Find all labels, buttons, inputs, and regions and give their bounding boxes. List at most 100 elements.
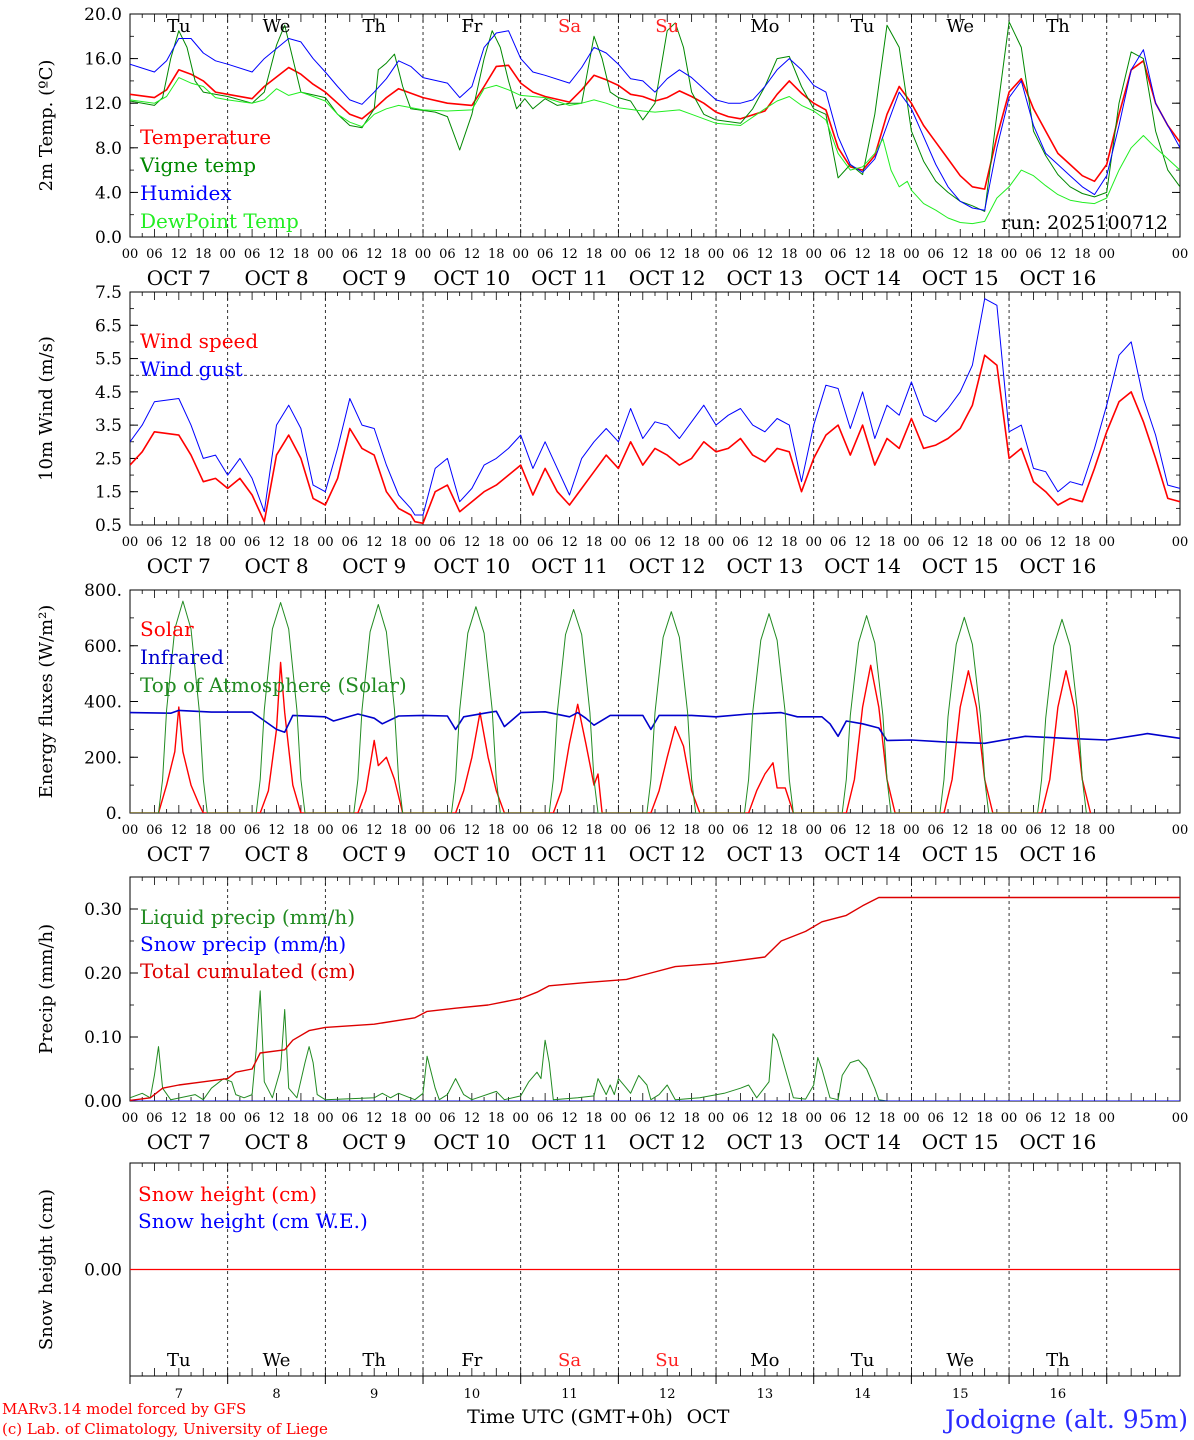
date-label: OCT 16 — [1019, 266, 1096, 290]
date-label: OCT 8 — [244, 554, 308, 578]
weekday-label: Sa — [558, 16, 581, 37]
hour-tick-label: 06 — [341, 535, 358, 550]
day-number-label: 10 — [464, 1387, 481, 1402]
y-tick-label: 2.5 — [95, 449, 122, 469]
series-line — [130, 21, 1180, 212]
date-label: OCT 8 — [244, 842, 308, 866]
hour-tick-label: 18 — [976, 535, 993, 550]
date-label: OCT 10 — [433, 1130, 510, 1154]
hour-tick-label: 00 — [1001, 1111, 1018, 1126]
hour-tick-label: 12 — [757, 535, 774, 550]
hour-tick-label: 18 — [195, 823, 212, 838]
footer-copyright-text: (c) Lab. of Climatology, University of L… — [2, 1420, 328, 1438]
hour-tick-label: 00 — [805, 247, 822, 262]
date-label: OCT 9 — [342, 554, 406, 578]
y-tick-label: 0.10 — [84, 1028, 122, 1048]
y-tick-label: 0.30 — [84, 900, 122, 920]
weekday-label: Sa — [558, 1350, 581, 1371]
hour-tick-label: 00 — [317, 1111, 334, 1126]
weekday-label: Tu — [167, 16, 191, 37]
date-label: OCT 8 — [244, 1130, 308, 1154]
hour-tick-label: 06 — [732, 247, 749, 262]
y-axis-title: 10m Wind (m/s) — [36, 336, 57, 481]
hour-tick-label: 18 — [879, 823, 896, 838]
date-label: OCT 7 — [147, 554, 211, 578]
hour-tick-label: 12 — [952, 247, 969, 262]
x-axis-title: Time UTC (GMT+0h) — [467, 1406, 673, 1428]
date-label: OCT 15 — [922, 266, 999, 290]
hour-tick-label: 06 — [146, 247, 163, 262]
weekday-label: We — [263, 1350, 291, 1371]
hour-tick-label: 06 — [1025, 1111, 1042, 1126]
date-label: OCT 13 — [726, 842, 803, 866]
series-group — [130, 600, 1180, 813]
y-tick-label: 4.5 — [95, 383, 122, 403]
hour-tick-label: 12 — [1050, 823, 1067, 838]
hour-tick-label: 00 — [1001, 247, 1018, 262]
hour-tick-label: 06 — [244, 1111, 261, 1126]
hour-tick-label: 00 — [1098, 247, 1115, 262]
day-number-label: 13 — [757, 1387, 774, 1402]
weekday-label: Tu — [851, 1350, 875, 1371]
hour-tick-label: 00 — [805, 1111, 822, 1126]
hour-tick-label: 00 — [805, 535, 822, 550]
hour-tick-label: 00 — [415, 247, 432, 262]
hour-tick-label: 12 — [464, 823, 481, 838]
hour-tick-label: 18 — [195, 1111, 212, 1126]
hour-tick-label: 00 — [805, 823, 822, 838]
hour-tick-label: 12 — [854, 1111, 871, 1126]
hour-tick-label: 18 — [586, 1111, 603, 1126]
date-label: OCT 11 — [531, 1130, 608, 1154]
hour-tick-label: 06 — [928, 1111, 945, 1126]
hour-tick-label: 12 — [366, 247, 383, 262]
hour-tick-label: 12 — [366, 1111, 383, 1126]
hour-tick-label: 00 — [1172, 535, 1189, 550]
y-tick-label: 7.5 — [95, 283, 122, 303]
weekday-label: Su — [655, 1350, 679, 1371]
hour-tick-label: 00 — [610, 823, 627, 838]
hour-tick-label: 00 — [219, 1111, 236, 1126]
hour-tick-label: 00 — [219, 823, 236, 838]
legend-entry: Vigne temp — [139, 153, 256, 177]
hour-tick-label: 00 — [1098, 823, 1115, 838]
date-label: OCT 7 — [147, 1130, 211, 1154]
series-line — [130, 600, 1087, 813]
hour-tick-label: 06 — [732, 535, 749, 550]
y-axis-title: Energy fluxes (W/m²) — [36, 605, 57, 799]
hour-tick-label: 06 — [830, 823, 847, 838]
hour-tick-label: 00 — [415, 823, 432, 838]
weekday-label: We — [263, 16, 291, 37]
y-tick-label: 200. — [84, 748, 122, 768]
date-label: OCT 13 — [726, 266, 803, 290]
y-axis-title: Snow height (cm) — [36, 1189, 57, 1350]
hour-tick-label: 12 — [268, 535, 285, 550]
hour-tick-label: 18 — [683, 247, 700, 262]
weekday-label: Fr — [461, 16, 482, 37]
hour-tick-label: 06 — [928, 535, 945, 550]
hour-tick-label: 00 — [1098, 1111, 1115, 1126]
hour-tick-label: 18 — [1074, 535, 1091, 550]
hour-tick-label: 18 — [488, 823, 505, 838]
hour-tick-label: 00 — [610, 1111, 627, 1126]
hour-tick-label: 18 — [488, 247, 505, 262]
date-label: OCT 7 — [147, 842, 211, 866]
hour-tick-label: 12 — [464, 247, 481, 262]
hour-tick-label: 18 — [390, 535, 407, 550]
hour-tick-label: 06 — [732, 823, 749, 838]
weekday-label: Th — [362, 1350, 386, 1371]
y-tick-label: 0.5 — [95, 516, 122, 536]
hour-tick-label: 06 — [341, 1111, 358, 1126]
hour-tick-label: 12 — [171, 1111, 188, 1126]
hour-tick-label: 00 — [903, 1111, 920, 1126]
hour-tick-label: 18 — [586, 535, 603, 550]
day-number-label: 9 — [370, 1387, 378, 1402]
date-label: OCT 14 — [824, 1130, 901, 1154]
hour-tick-label: 00 — [903, 247, 920, 262]
date-label: OCT 12 — [629, 554, 706, 578]
y-tick-label: 12.0 — [84, 94, 122, 114]
hour-tick-label: 06 — [635, 1111, 652, 1126]
hour-tick-label: 00 — [512, 823, 529, 838]
hour-tick-label: 00 — [512, 1111, 529, 1126]
hour-tick-label: 18 — [683, 535, 700, 550]
